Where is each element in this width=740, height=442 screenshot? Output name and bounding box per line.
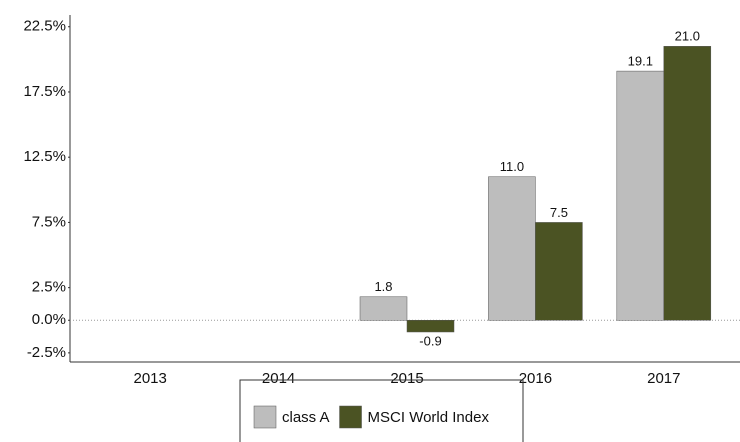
legend-box: [239, 379, 524, 442]
legend-swatch: [339, 405, 362, 429]
bar: [616, 70, 665, 321]
bar: [406, 320, 455, 333]
bar: [488, 176, 536, 321]
y-tick-label: 22.5%: [23, 18, 66, 35]
bar: [359, 296, 408, 321]
data-label: 19.1: [628, 54, 653, 69]
legend-label: MSCI World Index: [368, 409, 490, 426]
x-tick-label: 2015: [390, 370, 423, 387]
bar: [535, 222, 583, 321]
legend-label: class A: [282, 409, 330, 426]
legend-swatch: [253, 405, 277, 429]
y-tick-label: 7.5%: [32, 213, 66, 230]
y-tick-label: 17.5%: [23, 83, 66, 100]
x-tick-label: 2013: [134, 370, 167, 387]
y-tick-label: -2.5%: [27, 344, 66, 361]
x-tick-label: 2017: [647, 370, 680, 387]
y-tick-label: 12.5%: [23, 148, 66, 165]
x-tick-label: 2014: [262, 370, 295, 387]
y-tick-label: 0.0%: [32, 311, 66, 328]
data-label: 7.5: [550, 205, 568, 220]
y-tick-label: 2.5%: [32, 279, 66, 296]
data-label: 11.0: [500, 159, 524, 174]
data-label: -0.9: [419, 333, 441, 348]
data-label: 1.8: [374, 279, 392, 294]
x-tick-label: 2016: [519, 370, 552, 387]
bar: [663, 46, 712, 321]
data-label: 21.0: [675, 29, 700, 44]
